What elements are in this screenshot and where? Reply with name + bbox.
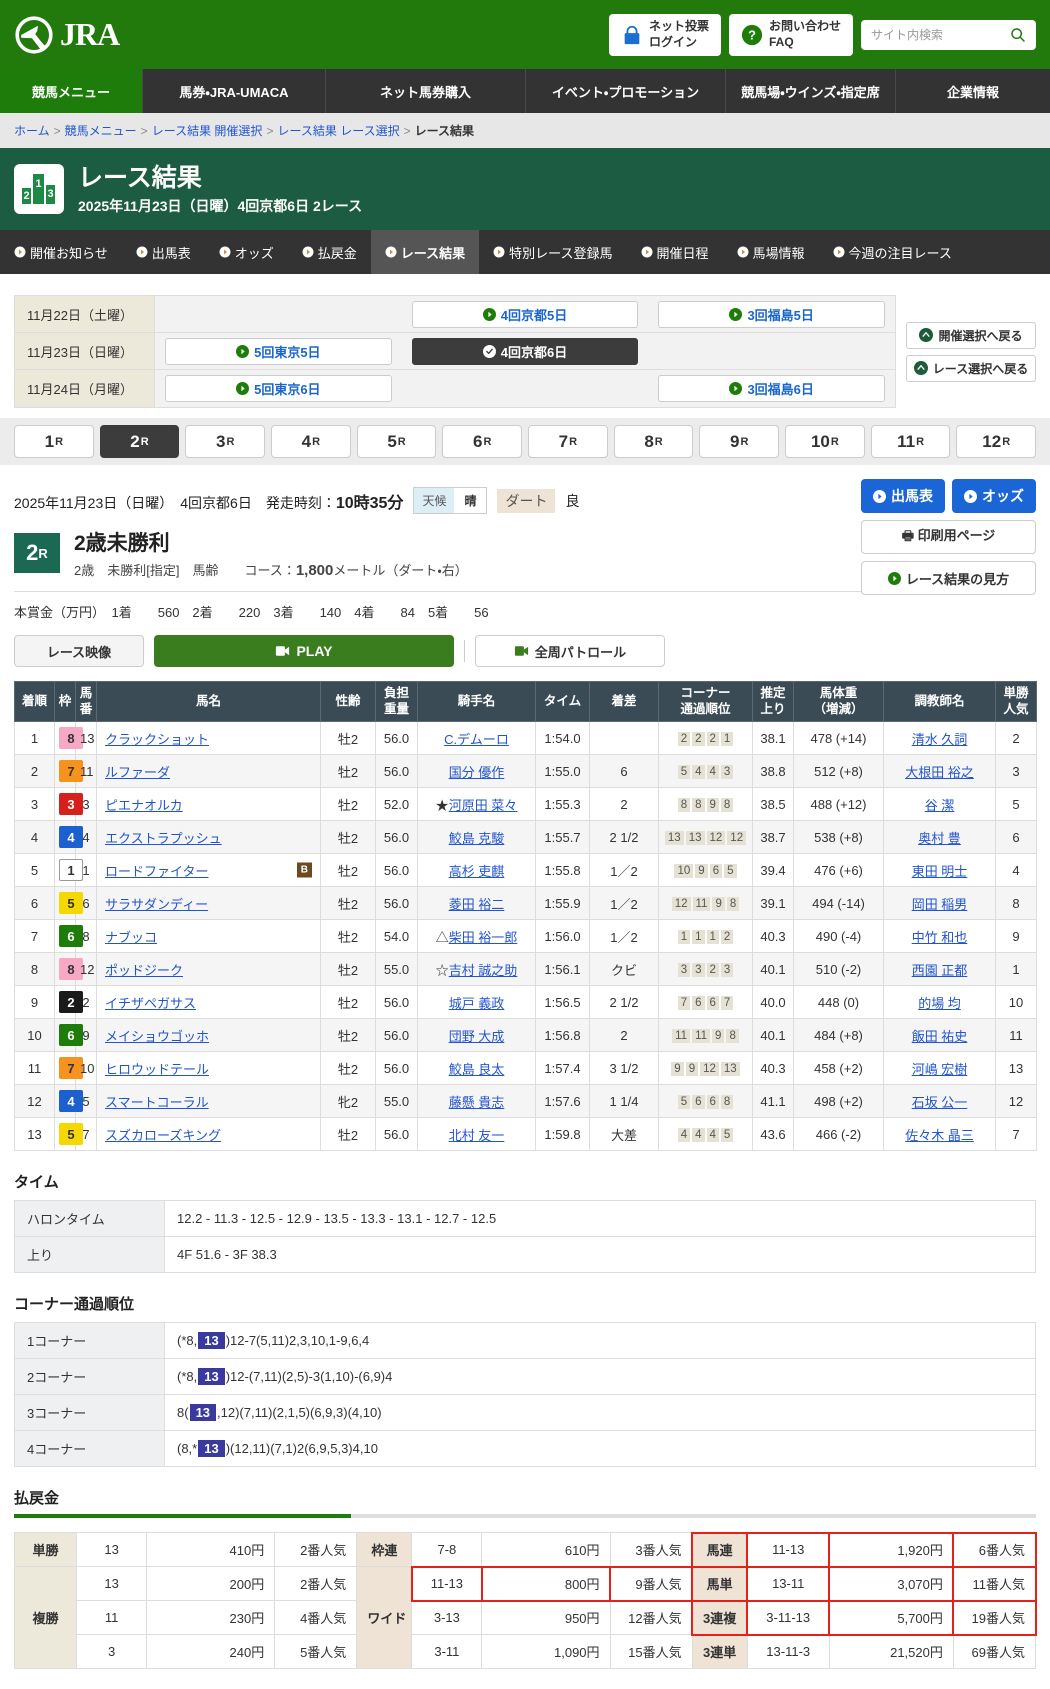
svg-text:?: ? <box>748 27 756 42</box>
svg-text:1: 1 <box>35 178 41 190</box>
svg-text:2: 2 <box>23 190 29 202</box>
svg-text:3: 3 <box>47 188 53 200</box>
